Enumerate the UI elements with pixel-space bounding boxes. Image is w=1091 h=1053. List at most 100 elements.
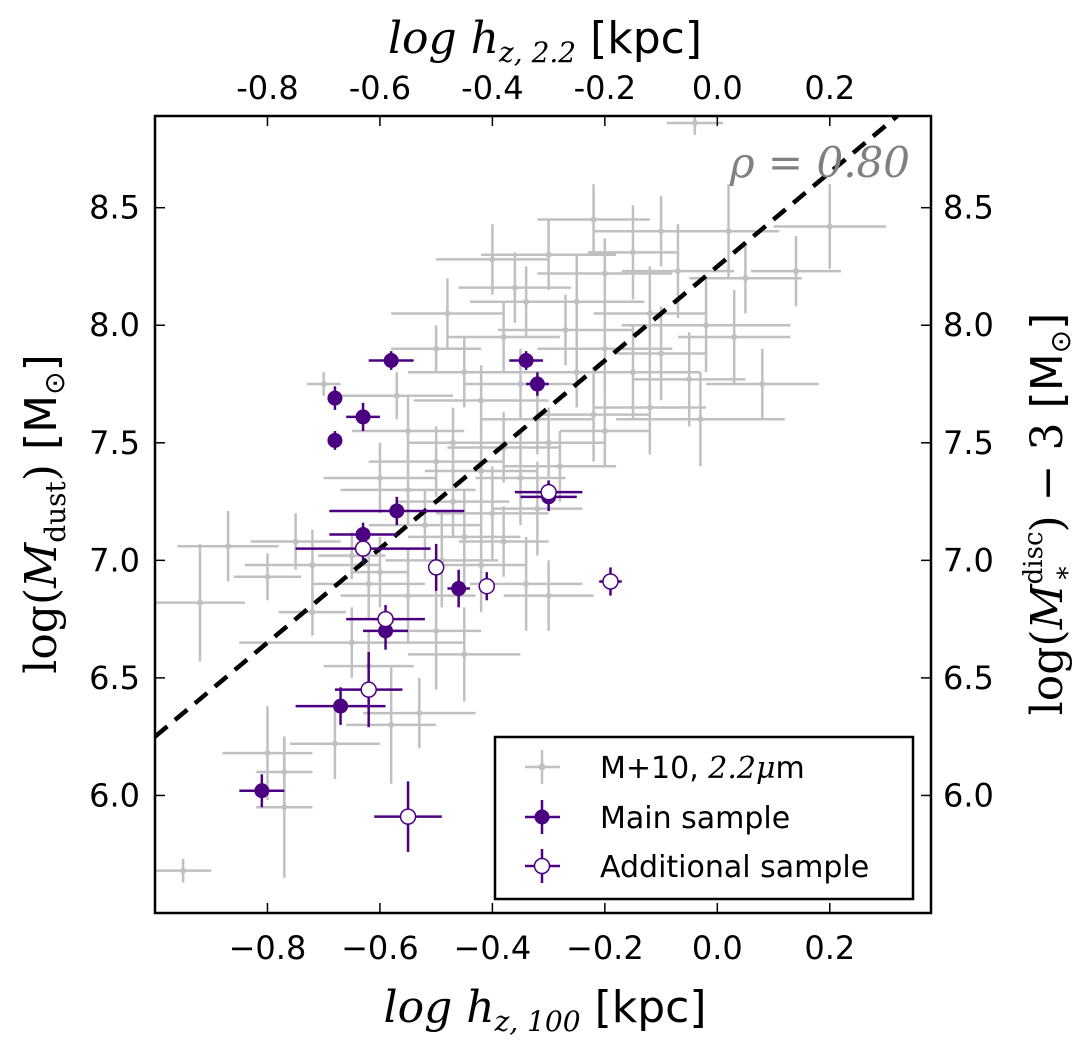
main-marker-8 <box>355 409 371 425</box>
grey-marker-19 <box>562 326 569 333</box>
grey-marker-63 <box>405 592 412 599</box>
grey-marker-18 <box>731 333 738 340</box>
grey-marker-77 <box>281 804 288 811</box>
grey-point-55 <box>436 518 527 613</box>
grey-marker-22 <box>500 333 507 340</box>
legend-frame <box>493 735 915 901</box>
grey-point-61 <box>233 553 302 601</box>
main-marker-9 <box>327 390 343 406</box>
y-axis-title-sub: dust <box>39 480 72 542</box>
main-point-8 <box>346 402 380 432</box>
grey-marker-5 <box>545 251 552 258</box>
grey-marker-48 <box>450 498 457 505</box>
x2tick-label-5: 0.2 <box>804 69 855 107</box>
grey-marker-35 <box>646 404 653 411</box>
main-marker-12 <box>529 376 545 392</box>
grey-point-24 <box>408 336 521 408</box>
grey-marker-0 <box>691 120 698 127</box>
grey-point-2 <box>537 184 650 255</box>
xtick-label-0: −0.8 <box>229 929 307 967</box>
additional-point-5 <box>478 572 496 601</box>
grey-point-23 <box>391 325 482 373</box>
grey-marker-69 <box>433 627 440 634</box>
grey-point-4 <box>677 184 780 279</box>
y2-axis-title-unit: [M <box>1022 353 1073 408</box>
x2tick-label-2: -0.4 <box>461 69 523 107</box>
grey-marker-41 <box>601 428 608 435</box>
grey-marker-42 <box>433 458 440 465</box>
y2tick-label-2: 7.0 <box>943 541 994 579</box>
grey-marker-52 <box>461 533 468 540</box>
main-point-1 <box>295 687 386 725</box>
y2-axis-title-post: ) − 3 <box>1022 422 1073 532</box>
legend-entry-grey: M+10, 2.2μm <box>525 750 805 786</box>
grey-marker-36 <box>697 416 704 423</box>
additional-marker-4 <box>427 559 445 576</box>
y2tick-label-1: 6.5 <box>943 659 994 697</box>
y2-axis-title-sup: disc <box>1019 531 1049 584</box>
y2-axis-title-var: M <box>1022 583 1073 630</box>
y2tick-label-0: 6.0 <box>943 776 994 814</box>
main-marker-1 <box>333 698 349 714</box>
grey-point-12 <box>689 242 802 314</box>
grey-point-44 <box>475 431 566 526</box>
y-axis-title-close: ] <box>16 354 67 371</box>
grey-marker-65 <box>545 592 552 599</box>
x2tick-label-1: -0.6 <box>349 69 411 107</box>
grey-marker-74 <box>331 740 338 747</box>
grey-point-19 <box>498 294 633 366</box>
grey-marker-45 <box>556 463 563 470</box>
ytick-label-1: 6.5 <box>89 659 140 697</box>
grey-marker-66 <box>196 599 203 606</box>
grey-marker-60 <box>376 569 383 576</box>
legend-grey-label-suffix: m <box>776 751 805 786</box>
x2-axis-title-math: log h <box>388 13 499 64</box>
grey-point-11 <box>621 224 735 319</box>
grey-marker-3 <box>658 228 665 235</box>
grey-point-10 <box>537 238 673 309</box>
xtick-label-3: −0.2 <box>566 929 644 967</box>
additional-point-1 <box>334 652 403 728</box>
additional-point-4 <box>427 543 445 591</box>
x2tick-label-3: -0.2 <box>574 69 636 107</box>
xtick-label-1: −0.6 <box>341 929 419 967</box>
y2-axis-title-close: ] <box>1022 313 1073 330</box>
additional-point-3 <box>295 534 431 563</box>
grey-marker-1 <box>826 223 833 230</box>
grey-point-34 <box>537 367 650 462</box>
additional-point-2 <box>346 605 425 634</box>
y2-axis-title-sub: * <box>1053 566 1083 579</box>
grey-marker-32 <box>478 397 485 404</box>
main-point-5 <box>329 496 465 526</box>
grey-point-46 <box>323 442 437 514</box>
y2tick-label-3: 7.5 <box>943 424 994 462</box>
additional-marker-7 <box>602 573 619 590</box>
grey-marker-51 <box>421 522 428 529</box>
additional-point-6 <box>514 480 583 504</box>
grey-marker-17 <box>703 322 710 329</box>
grey-point-75 <box>222 706 313 801</box>
x-axis-title-unit: [kpc] <box>595 982 707 1033</box>
grey-point-35 <box>593 360 707 455</box>
x2-axis-title: log hz, 2.2 [kpc] <box>388 13 702 69</box>
grey-point-31 <box>340 372 454 420</box>
additional-points-layer <box>295 480 622 852</box>
grey-point-77 <box>256 736 313 878</box>
rho-annotation: ρ = 0.80 <box>729 138 910 187</box>
plot-frame <box>153 114 933 915</box>
additional-marker-0 <box>399 808 417 825</box>
grey-point-74 <box>289 708 380 779</box>
fit-line <box>155 116 899 739</box>
y-axis-title-pre: log( <box>16 588 67 674</box>
grey-marker-58 <box>225 543 232 550</box>
main-point-11 <box>509 351 543 370</box>
grey-marker-9 <box>793 268 800 275</box>
grey-point-20 <box>537 301 673 396</box>
grey-point-58 <box>177 510 279 582</box>
grey-marker-67 <box>309 609 316 616</box>
grey-point-8 <box>587 205 678 300</box>
grey-marker-64 <box>523 580 530 587</box>
legend-add-label: Additional sample <box>600 850 869 885</box>
grey-marker-20 <box>601 345 608 352</box>
